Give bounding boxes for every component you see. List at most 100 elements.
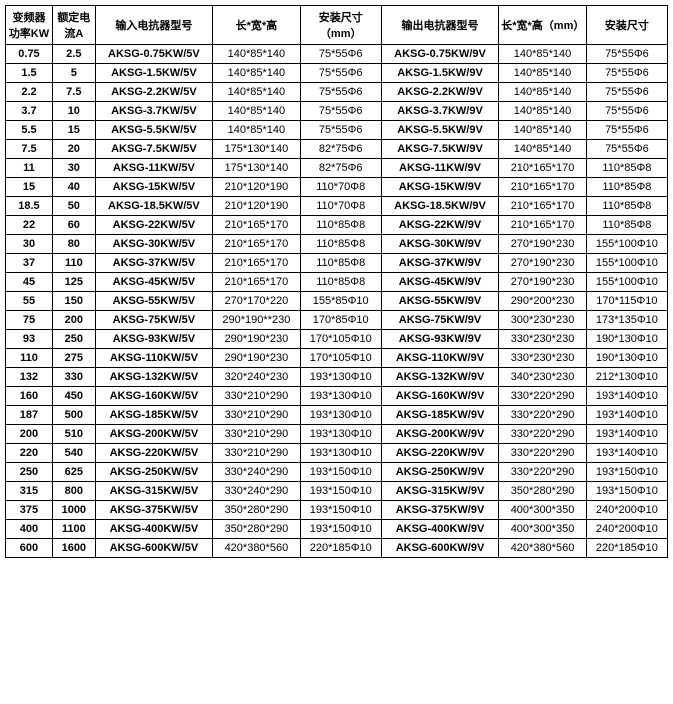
table-cell: 175*130*140 <box>213 159 301 178</box>
table-cell: AKSG-7.5KW/9V <box>381 140 498 159</box>
table-cell: AKSG-37KW/9V <box>381 254 498 273</box>
table-cell: 193*130Φ10 <box>300 444 381 463</box>
table-cell: 5 <box>52 64 95 83</box>
table-cell: AKSG-132KW/9V <box>381 368 498 387</box>
table-cell: AKSG-15KW/9V <box>381 178 498 197</box>
table-cell: 210*165*170 <box>499 178 587 197</box>
table-cell: 330*210*290 <box>213 425 301 444</box>
table-cell: 275 <box>52 349 95 368</box>
table-cell: 290*190*230 <box>213 349 301 368</box>
table-cell: 220 <box>6 444 53 463</box>
table-cell: 330*240*290 <box>213 463 301 482</box>
table-cell: AKSG-37KW/5V <box>95 254 212 273</box>
table-cell: AKSG-11KW/9V <box>381 159 498 178</box>
table-cell: 30 <box>6 235 53 254</box>
table-cell: 110*85Φ8 <box>586 216 667 235</box>
table-row: 1130AKSG-11KW/5V175*130*14082*75Φ6AKSG-1… <box>6 159 668 178</box>
table-row: 160450AKSG-160KW/5V330*210*290193*130Φ10… <box>6 387 668 406</box>
table-cell: 110*85Φ8 <box>300 216 381 235</box>
table-cell: AKSG-30KW/5V <box>95 235 212 254</box>
table-cell: 350*280*290 <box>499 482 587 501</box>
table-cell: 210*120*190 <box>213 197 301 216</box>
header-cell: 额定电流A <box>52 6 95 45</box>
table-cell: 55 <box>6 292 53 311</box>
table-cell: 187 <box>6 406 53 425</box>
table-cell: 210*165*170 <box>213 235 301 254</box>
table-cell: 110*85Φ8 <box>300 254 381 273</box>
table-cell: 140*85*140 <box>499 140 587 159</box>
table-cell: AKSG-315KW/9V <box>381 482 498 501</box>
table-cell: 1.5 <box>6 64 53 83</box>
table-row: 187500AKSG-185KW/5V330*210*290193*130Φ10… <box>6 406 668 425</box>
table-row: 250625AKSG-250KW/5V330*240*290193*150Φ10… <box>6 463 668 482</box>
table-cell: 270*190*230 <box>499 254 587 273</box>
table-cell: 375 <box>6 501 53 520</box>
table-cell: 140*85*140 <box>213 83 301 102</box>
table-row: 200510AKSG-200KW/5V330*210*290193*130Φ10… <box>6 425 668 444</box>
table-cell: 600 <box>6 539 53 558</box>
table-cell: 420*380*560 <box>213 539 301 558</box>
table-cell: 110*70Φ8 <box>300 178 381 197</box>
table-cell: AKSG-55KW/9V <box>381 292 498 311</box>
table-cell: AKSG-22KW/5V <box>95 216 212 235</box>
table-cell: 400*300*350 <box>499 520 587 539</box>
table-cell: 330*210*290 <box>213 444 301 463</box>
table-cell: AKSG-30KW/9V <box>381 235 498 254</box>
table-cell: 140*85*140 <box>499 102 587 121</box>
table-row: 1540AKSG-15KW/5V210*120*190110*70Φ8AKSG-… <box>6 178 668 197</box>
table-cell: 170*105Φ10 <box>300 349 381 368</box>
table-row: 7.520AKSG-7.5KW/5V175*130*14082*75Φ6AKSG… <box>6 140 668 159</box>
table-cell: 330 <box>52 368 95 387</box>
table-cell: 75*55Φ6 <box>300 121 381 140</box>
table-cell: AKSG-15KW/5V <box>95 178 212 197</box>
table-row: 220540AKSG-220KW/5V330*210*290193*130Φ10… <box>6 444 668 463</box>
table-cell: 82*75Φ6 <box>300 140 381 159</box>
table-cell: 210*165*170 <box>213 273 301 292</box>
table-cell: 400 <box>6 520 53 539</box>
table-cell: 330*230*230 <box>499 330 587 349</box>
table-cell: AKSG-110KW/9V <box>381 349 498 368</box>
table-cell: 30 <box>52 159 95 178</box>
table-row: 93250AKSG-93KW/5V290*190*230170*105Φ10AK… <box>6 330 668 349</box>
table-cell: 75*55Φ6 <box>586 64 667 83</box>
table-cell: AKSG-22KW/9V <box>381 216 498 235</box>
table-cell: 193*130Φ10 <box>300 406 381 425</box>
table-cell: 270*190*230 <box>499 235 587 254</box>
table-cell: AKSG-45KW/9V <box>381 273 498 292</box>
table-cell: AKSG-5.5KW/9V <box>381 121 498 140</box>
table-cell: 800 <box>52 482 95 501</box>
table-row: 0.752.5AKSG-0.75KW/5V140*85*14075*55Φ6AK… <box>6 45 668 64</box>
table-cell: 175*130*140 <box>213 140 301 159</box>
table-cell: AKSG-185KW/9V <box>381 406 498 425</box>
table-cell: 210*165*170 <box>499 197 587 216</box>
table-cell: 75*55Φ6 <box>300 102 381 121</box>
table-cell: 500 <box>52 406 95 425</box>
table-cell: 1600 <box>52 539 95 558</box>
table-cell: 350*280*290 <box>213 520 301 539</box>
table-cell: 210*165*170 <box>213 216 301 235</box>
table-row: 110275AKSG-110KW/5V290*190*230170*105Φ10… <box>6 349 668 368</box>
table-cell: 350*280*290 <box>213 501 301 520</box>
table-cell: 193*150Φ10 <box>300 463 381 482</box>
table-row: 3.710AKSG-3.7KW/5V140*85*14075*55Φ6AKSG-… <box>6 102 668 121</box>
table-cell: AKSG-600KW/9V <box>381 539 498 558</box>
table-cell: AKSG-75KW/5V <box>95 311 212 330</box>
table-cell: 75*55Φ6 <box>300 64 381 83</box>
table-cell: 210*165*170 <box>213 254 301 273</box>
table-cell: 75*55Φ6 <box>300 83 381 102</box>
table-cell: 193*150Φ10 <box>300 520 381 539</box>
table-row: 37110AKSG-37KW/5V210*165*170110*85Φ8AKSG… <box>6 254 668 273</box>
table-cell: AKSG-220KW/5V <box>95 444 212 463</box>
table-cell: 270*170*220 <box>213 292 301 311</box>
table-cell: 330*220*290 <box>499 444 587 463</box>
table-cell: AKSG-250KW/5V <box>95 463 212 482</box>
table-cell: 110*85Φ8 <box>300 235 381 254</box>
table-cell: 50 <box>52 197 95 216</box>
table-cell: 420*380*560 <box>499 539 587 558</box>
table-cell: 80 <box>52 235 95 254</box>
table-cell: AKSG-93KW/5V <box>95 330 212 349</box>
table-cell: 1000 <box>52 501 95 520</box>
table-cell: AKSG-1.5KW/5V <box>95 64 212 83</box>
table-cell: 193*140Φ10 <box>586 387 667 406</box>
table-cell: 330*210*290 <box>213 406 301 425</box>
